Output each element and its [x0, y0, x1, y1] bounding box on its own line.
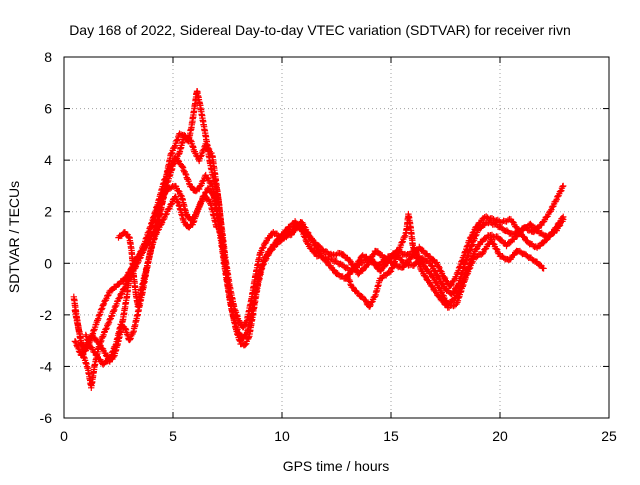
data-point [435, 263, 442, 270]
y-tick-label: -2 [40, 307, 53, 323]
data-point [372, 261, 379, 269]
data-point [268, 247, 275, 254]
data-point [527, 220, 534, 228]
series-track-5 [82, 192, 220, 368]
data-point [559, 215, 566, 222]
data-point [437, 287, 445, 295]
data-point [439, 297, 446, 304]
data-point [540, 265, 547, 272]
data-marks [70, 88, 567, 391]
data-point [355, 271, 362, 278]
data-point [339, 251, 347, 258]
data-point [262, 240, 269, 247]
data-point [140, 245, 148, 253]
data-point [83, 336, 91, 343]
y-tick-label: 6 [44, 101, 52, 117]
data-point [300, 225, 307, 232]
data-point [440, 273, 448, 281]
data-point [188, 183, 195, 190]
y-tick-label: 0 [44, 255, 52, 271]
y-tick-label: -6 [40, 410, 53, 426]
data-point [560, 213, 567, 221]
data-point [493, 245, 500, 252]
data-point [108, 287, 116, 294]
series-track-6 [344, 210, 547, 311]
data-point [262, 256, 269, 264]
x-tick-label: 25 [601, 428, 617, 444]
data-point [179, 163, 186, 170]
data-point [499, 219, 506, 226]
x-tick-label: 5 [169, 428, 177, 444]
data-point [100, 301, 107, 309]
data-point [548, 203, 556, 211]
data-point [362, 296, 369, 304]
data-point [421, 272, 429, 279]
x-tick-label: 20 [492, 428, 508, 444]
data-point [512, 223, 520, 230]
data-point [431, 267, 438, 274]
data-point [235, 317, 243, 324]
data-point [333, 251, 340, 258]
data-point [552, 197, 560, 204]
data-point [370, 251, 377, 258]
data-point [213, 223, 220, 231]
data-point [439, 280, 446, 287]
data-point [356, 258, 363, 265]
series-track-3 [71, 133, 567, 365]
y-tick-label: -4 [40, 358, 53, 374]
axis-ticks: 0 5 10 15 20 25 -6 -4 -2 0 2 4 6 8 [40, 49, 617, 444]
series-track-2 [71, 182, 567, 391]
data-point [304, 231, 312, 238]
data-point [168, 150, 175, 157]
x-tick-label: 0 [60, 428, 68, 444]
chart-title: Day 168 of 2022, Sidereal Day-to-day VTE… [69, 22, 571, 38]
data-point [291, 227, 298, 234]
data-point [241, 341, 249, 349]
data-point [513, 233, 520, 240]
data-point [553, 224, 560, 231]
data-point [110, 307, 117, 315]
plot-frame [63, 56, 610, 419]
data-point [175, 187, 182, 194]
data-point [403, 259, 410, 267]
data-point [208, 189, 215, 196]
data-point [473, 246, 480, 253]
data-point [93, 352, 100, 359]
data-point [323, 258, 330, 265]
data-point [129, 329, 137, 336]
x-axis-label: GPS time / hours [283, 458, 390, 474]
data-point [420, 262, 427, 269]
data-point [504, 216, 512, 224]
data-point [380, 263, 388, 271]
data-point [240, 323, 247, 331]
data-point [479, 250, 486, 257]
data-point [219, 244, 227, 252]
data-point [428, 282, 436, 290]
data-point [447, 282, 454, 289]
y-tick-label: 2 [44, 204, 52, 220]
data-point [386, 269, 393, 276]
y-tick-label: 8 [44, 49, 52, 65]
y-tick-label: 4 [44, 152, 52, 168]
data-point [560, 182, 567, 190]
data-point [100, 361, 107, 368]
data-point [546, 232, 553, 240]
data-point [490, 216, 497, 223]
x-tick-label: 10 [274, 428, 290, 444]
data-point [112, 341, 119, 349]
x-tick-label: 15 [383, 428, 399, 444]
data-point [346, 256, 353, 264]
data-point [116, 295, 123, 302]
data-point [144, 239, 152, 247]
data-point [176, 130, 183, 137]
data-point [173, 137, 181, 144]
data-point [315, 242, 323, 250]
data-point [520, 233, 527, 240]
data-point [82, 344, 89, 351]
data-point [435, 284, 443, 291]
y-axis-label: SDTVAR / TECUs [6, 181, 22, 293]
